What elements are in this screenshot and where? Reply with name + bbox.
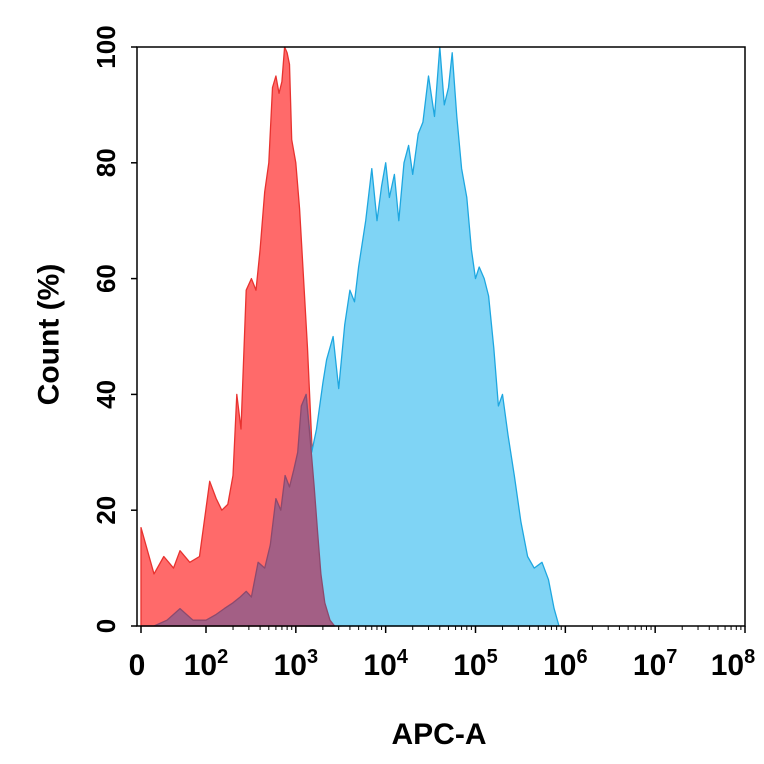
x-tick-label: 0	[129, 649, 146, 682]
histogram-area-2	[305, 46, 560, 627]
y-tick-label: 80	[91, 148, 121, 177]
y-axis-title: Count (%)	[33, 264, 66, 406]
x-tick-label: 107	[633, 646, 678, 682]
x-tick-label: 105	[453, 646, 498, 682]
x-axis-title: APC-A	[392, 718, 487, 751]
y-tick-label: 40	[91, 380, 121, 409]
x-tick-label: 103	[274, 646, 319, 682]
y-tick-label: 0	[91, 619, 121, 633]
x-tick-label: 106	[543, 646, 588, 682]
x-tick-label: 104	[363, 646, 408, 682]
histogram-areas	[140, 46, 560, 627]
y-axis-ticks: 0 20 40 60 80 100	[91, 25, 137, 633]
x-axis-ticks: 0 102 103 104 105 106 107 108	[129, 626, 756, 682]
y-tick-label: 60	[91, 264, 121, 293]
y-tick-label: 100	[91, 25, 121, 68]
y-tick-label: 20	[91, 496, 121, 525]
histogram-area-3	[140, 393, 336, 627]
x-tick-label: 108	[711, 646, 756, 682]
x-tick-label: 102	[184, 646, 229, 682]
plot-frame	[136, 46, 746, 627]
